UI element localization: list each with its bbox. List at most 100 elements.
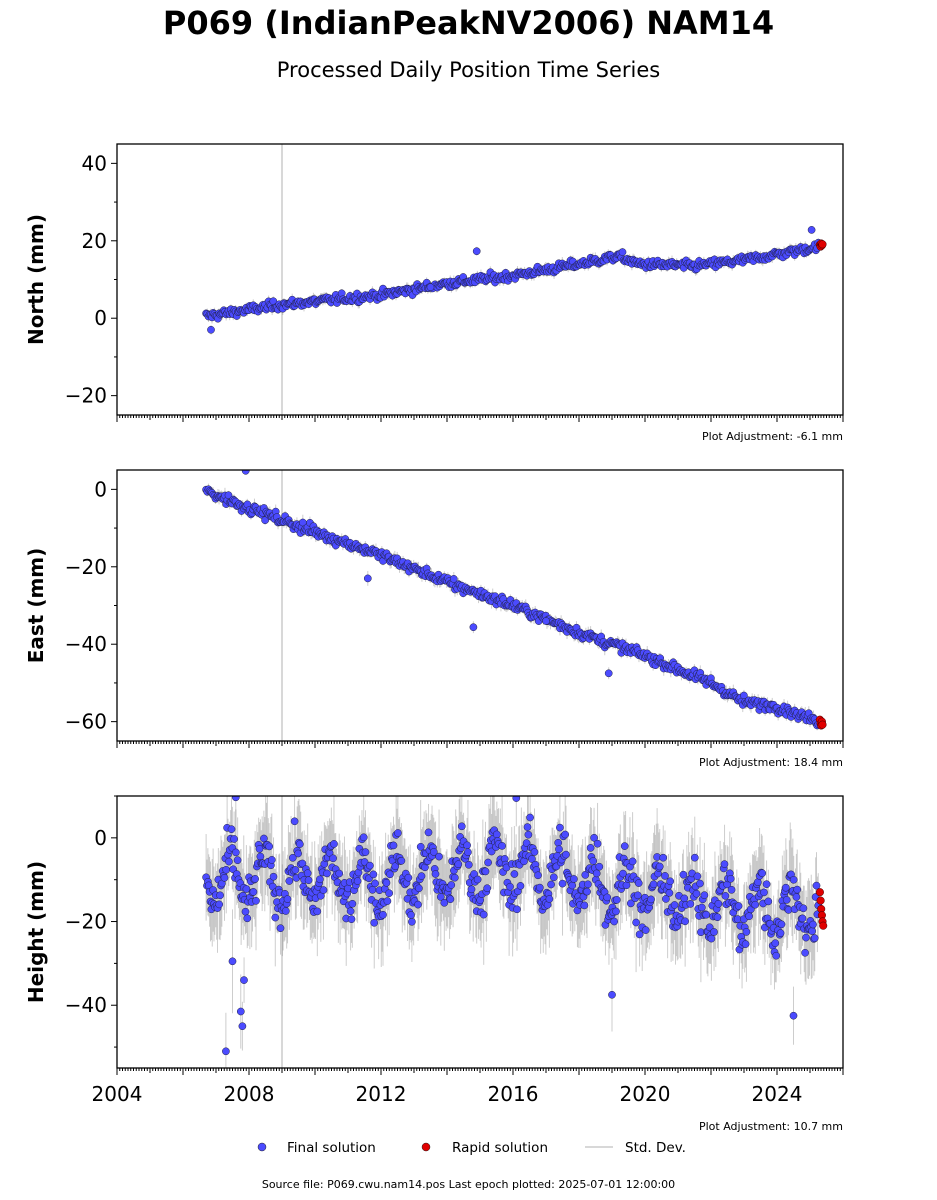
final-solution-point [404,873,413,882]
final-solution-point [506,882,514,891]
final-solution-point [285,877,294,885]
rapid-solution-point [815,888,824,897]
page-title: P069 (IndianPeakNV2006) NAM14 [162,4,775,42]
final-solution-point [249,888,258,896]
legend-final-marker [257,1142,267,1152]
final-solution-point [512,796,521,802]
plot-area-1 [202,470,827,741]
final-solution-point [304,876,313,885]
final-solution-point [256,852,265,861]
final-solution-point [290,817,299,826]
final-solution-point [215,900,224,909]
final-solution-point [385,889,393,898]
final-solution-points [202,796,823,1056]
final-solution-point [346,907,355,916]
final-solution-point [608,990,616,999]
rapid-solution-point [818,240,827,249]
rapid-solution-points [815,715,827,730]
final-solution-point [243,914,252,923]
final-solution-point [449,575,458,583]
final-solution-point [534,871,542,880]
final-solution-point [584,880,592,889]
final-solution-point [758,869,767,878]
final-solution-point [592,869,601,878]
legend-rapid-marker [421,1142,431,1152]
final-solution-point [516,882,525,890]
final-solution-point [291,866,300,874]
final-solution-point [360,858,369,866]
final-solution-point [329,854,337,863]
final-solution-point [713,913,722,922]
final-solution-point [470,870,478,878]
final-solution-point [568,881,577,890]
final-solution-point [558,879,567,888]
final-solution-point [417,872,426,880]
panel-2: −40 −20 0 2004 2008 2012 2016 2020 2024 Height (m… [24,795,844,1133]
final-solution-point [386,870,394,879]
final-solution-point [702,910,711,919]
y-tick-label: −20 [65,384,107,408]
final-solution-point [361,848,370,856]
final-solution-point [366,861,374,870]
final-solution-point [231,796,240,802]
final-solution-point [255,845,264,853]
final-solution-point [298,859,307,868]
final-solution-point [242,885,251,893]
final-solution-point [236,1007,245,1016]
final-solution-point [692,889,701,898]
legend-rapid-label: Rapid solution [452,1140,548,1156]
final-solution-point [526,813,534,822]
final-solution-point [370,918,379,927]
final-solution-point [457,822,466,831]
final-solution-point [271,913,280,922]
final-solution-point [595,862,604,871]
x-tick-label: 2016 [488,1082,539,1106]
final-solution-point [612,896,621,904]
final-solution-point [593,839,602,848]
page-subtitle: Processed Daily Position Time Series [276,58,661,82]
final-solution-point [369,870,378,879]
final-solution-point [450,873,459,882]
final-solution-point [666,877,675,886]
plot-area-0 [202,144,827,415]
final-solution-point [394,829,402,837]
legend-item-final: Final solution [257,1140,376,1156]
y-tick-label: −40 [65,632,107,656]
final-solution-point [368,885,377,894]
final-solution-point [524,830,533,839]
final-solution-point [347,915,356,924]
legend-item-stddev: Std. Dev. [585,1140,686,1156]
final-solution-point [469,623,478,632]
final-solution-point [697,903,706,912]
final-solution-point [389,841,398,850]
final-solution-point [216,891,224,900]
plot-adjustment-label: Plot Adjustment: -6.1 mm [702,430,843,443]
final-solution-point [604,669,613,678]
plot-adjustment-label: Plot Adjustment: 10.7 mm [699,1120,843,1133]
final-solution-point [251,875,259,883]
rapid-solution-points [815,239,827,251]
final-solution-point [661,872,669,880]
legend: Final solution Rapid solution Std. Dev. [257,1140,686,1156]
final-solution-point [690,853,699,862]
y-tick-label: 0 [94,477,107,501]
final-solution-point [734,902,743,910]
final-solution-point [679,870,688,879]
final-solution-points [202,226,823,334]
final-solution-point [554,838,563,847]
final-solution-point [391,862,400,871]
final-solution-point [431,870,440,878]
final-solution-point [610,917,619,926]
final-solution-point [359,833,368,842]
final-solution-point [414,900,422,909]
final-solution-point [612,907,620,916]
final-solution-point [252,896,260,905]
final-solution-point [782,896,791,904]
final-solution-point [812,881,821,890]
final-solution-point [681,917,689,926]
final-solution-point [303,869,312,878]
final-solution-point [764,897,773,906]
final-solution-point [323,869,331,878]
final-solution-point [220,873,229,882]
